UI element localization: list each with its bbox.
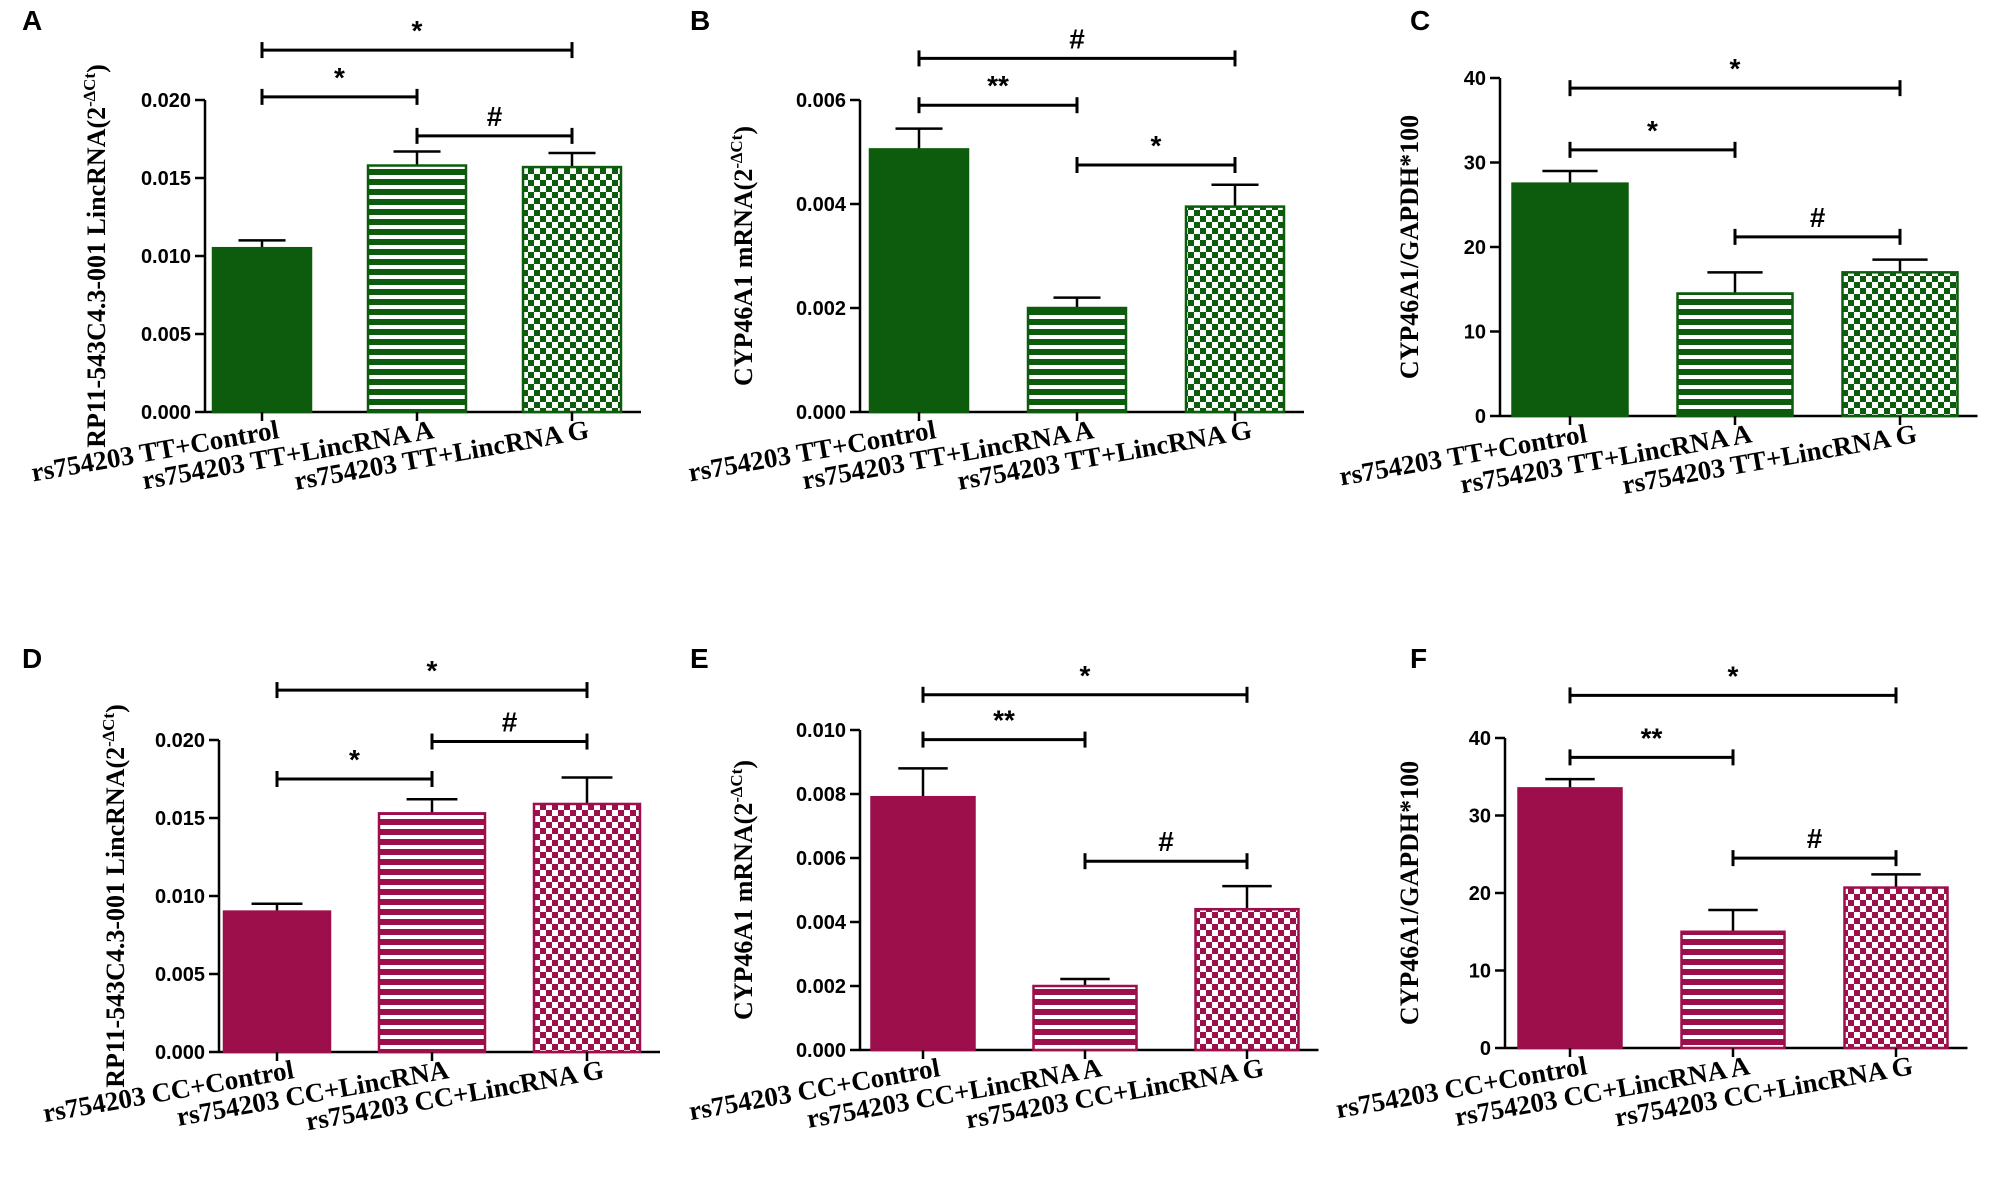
panel-d: D 0.000 0.005 0.010 0.015 0.020 RP11-543C4.3-0… (22, 643, 660, 1136)
y-tick-label: 0.002 (796, 298, 846, 320)
significance-label: # (1807, 823, 1823, 854)
y-axis-label: RP11-543C4.3-001 LincRNA(2-∆Ct) (99, 704, 130, 1088)
y-tick-label: 0.015 (155, 808, 205, 830)
y-tick-label: 0.015 (141, 168, 191, 190)
significance-label: # (1069, 23, 1085, 54)
y-axis-label: CYP46A1/GAPDH*100 (1395, 115, 1424, 379)
y-tick-label: 30 (1464, 153, 1486, 175)
bar (1841, 271, 1959, 418)
y-axis-label-close: ) (729, 760, 758, 769)
y-axis-label: CYP46A1 mRNA(2-∆Ct) (727, 760, 758, 1020)
y-tick-label: 20 (1464, 237, 1486, 259)
bar (366, 164, 468, 414)
panel-label: C (1410, 5, 1430, 36)
significance-label: # (487, 101, 503, 132)
y-tick-label: 40 (1469, 728, 1491, 750)
y-axis-label-close: ) (729, 126, 758, 135)
bar (1517, 787, 1623, 1050)
panel-e: E 0.000 0.002 0.004 0.006 0.008 0.010 CYP46A1 m… (687, 643, 1319, 1134)
significance-label: * (1151, 130, 1162, 161)
bar (1843, 886, 1949, 1050)
significance-label: # (1158, 826, 1174, 857)
significance-label: * (1728, 660, 1739, 691)
y-tick-label: 0.004 (796, 912, 847, 934)
y-tick-label: 0 (1480, 1038, 1491, 1060)
bar (1026, 306, 1128, 414)
y-tick-label: 0.000 (141, 402, 191, 424)
y-axis-label-close: ) (82, 64, 111, 73)
bar (211, 246, 313, 414)
panel-b: B 0.000 0.002 0.004 0.006 CYP46A1 mRNA(2-∆Ct)… (686, 5, 1304, 496)
bar (1194, 907, 1300, 1052)
bar (1184, 205, 1286, 414)
panel-label: D (22, 643, 42, 674)
significance-label: * (412, 15, 423, 46)
bar (870, 795, 976, 1052)
panel-a: A 0.000 0.005 0.010 0.015 0.020 RP11-543C4.3-0… (22, 5, 641, 496)
panel-label: B (690, 5, 710, 36)
significance-label: * (427, 655, 438, 686)
bar (868, 148, 970, 414)
panel-label: F (1410, 643, 1427, 674)
y-tick-label: 0.005 (155, 964, 205, 986)
y-axis-label-main: RP11-543C4.3-001 LincRNA(2 (82, 107, 111, 448)
y-axis-label-main: CYP46A1 mRNA(2 (729, 169, 758, 386)
y-tick-label: 0.020 (141, 90, 191, 112)
y-axis-label-main: CYP46A1/GAPDH*100 (1395, 115, 1424, 379)
y-axis-label-close: ) (101, 704, 130, 713)
significance-label: ** (993, 705, 1015, 736)
y-tick-label: 0.004 (796, 194, 847, 216)
y-axis-label-main: CYP46A1/GAPDH*100 (1395, 761, 1424, 1025)
y-tick-label: 0.006 (796, 848, 846, 870)
significance-label: # (502, 707, 518, 738)
y-axis-label-superscript: -∆Ct (99, 713, 118, 747)
bar (1676, 292, 1794, 418)
y-tick-label: 0.000 (155, 1042, 205, 1064)
y-tick-label: 0.005 (141, 324, 191, 346)
y-axis-label: CYP46A1/GAPDH*100 (1395, 761, 1424, 1025)
significance-label: * (349, 744, 360, 775)
bar (377, 812, 487, 1054)
significance-label: ** (1641, 722, 1663, 753)
y-tick-label: 10 (1464, 322, 1486, 344)
y-tick-label: 0.020 (155, 730, 205, 752)
y-tick-label: 0.006 (796, 90, 846, 112)
y-axis-label-superscript: -∆Ct (80, 73, 99, 107)
y-axis-label-main: CYP46A1 mRNA(2 (729, 803, 758, 1020)
y-axis-label: CYP46A1 mRNA(2-∆Ct) (727, 126, 758, 386)
y-tick-label: 0.010 (796, 720, 846, 742)
significance-label: # (1810, 202, 1826, 233)
significance-label: * (1647, 115, 1658, 146)
y-tick-label: 40 (1464, 68, 1486, 90)
significance-label: ** (987, 70, 1009, 101)
bar (1511, 182, 1629, 418)
y-tick-label: 0.000 (796, 1040, 846, 1062)
y-tick-label: 20 (1469, 883, 1491, 905)
y-axis-label: RP11-543C4.3-001 LincRNA(2-∆Ct) (80, 64, 111, 448)
bar (1680, 930, 1786, 1050)
y-tick-label: 0.002 (796, 976, 846, 998)
y-axis-label-superscript: -∆Ct (727, 768, 746, 802)
bar (222, 910, 332, 1054)
y-tick-label: 0.000 (796, 402, 846, 424)
significance-label: * (1730, 53, 1741, 84)
y-tick-label: 10 (1469, 961, 1491, 983)
bar (1032, 984, 1138, 1052)
panel-label: A (22, 5, 42, 36)
y-tick-label: 0.008 (796, 784, 846, 806)
significance-label: * (1080, 660, 1091, 691)
y-tick-label: 0 (1475, 406, 1486, 428)
panel-label: E (690, 643, 709, 674)
bar (532, 802, 642, 1054)
y-tick-label: 30 (1469, 806, 1491, 828)
y-axis-label-superscript: -∆Ct (727, 134, 746, 168)
y-axis-label-main: RP11-543C4.3-001 LincRNA(2 (101, 747, 130, 1088)
y-tick-label: 0.010 (141, 246, 191, 268)
y-tick-label: 0.010 (155, 886, 205, 908)
significance-label: * (334, 62, 345, 93)
bar (521, 165, 623, 414)
